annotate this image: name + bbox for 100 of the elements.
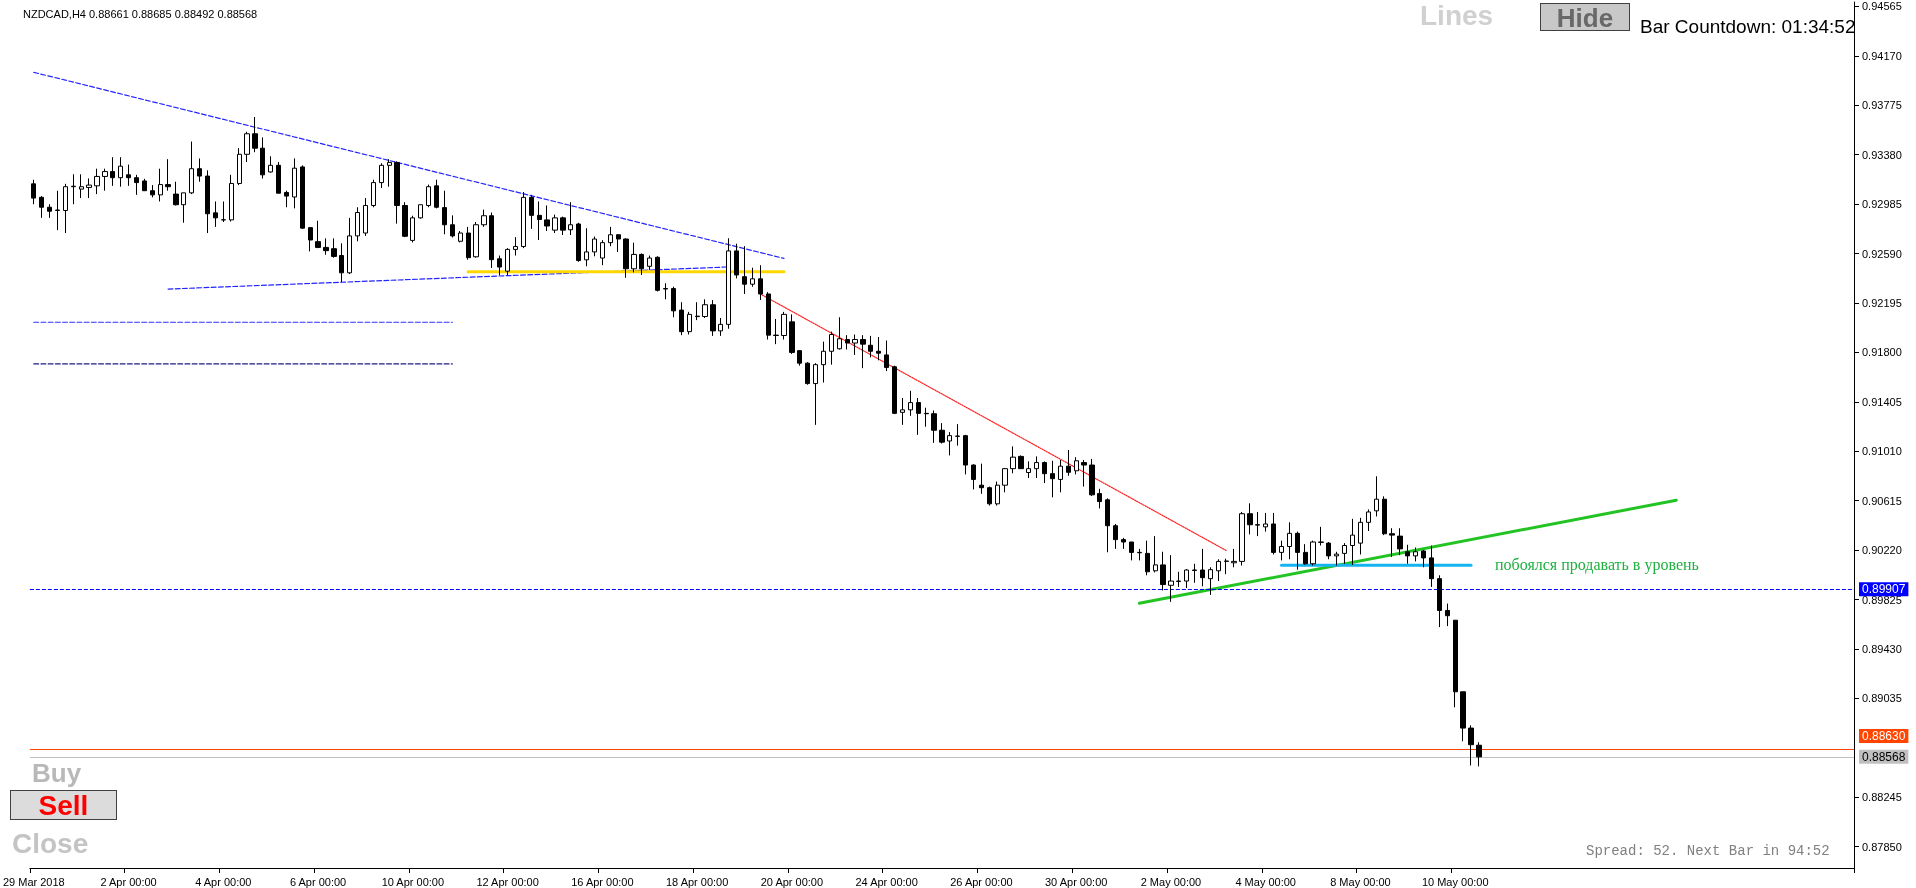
candlestick: [363, 197, 368, 237]
candlestick: [1326, 541, 1331, 560]
y-tick-label: 0.89035: [1862, 692, 1902, 705]
candlestick: [323, 237, 329, 256]
candlestick: [1342, 542, 1347, 565]
candlestick: [1310, 540, 1316, 567]
candlestick: [916, 397, 921, 436]
candlestick: [726, 237, 731, 330]
candlestick: [860, 334, 866, 369]
candlestick: [118, 156, 123, 188]
candlestick: [1129, 541, 1134, 561]
candlestick: [1066, 449, 1071, 477]
candlestick: [1437, 574, 1442, 628]
candlestick: [1089, 458, 1095, 497]
candlestick: [371, 179, 376, 208]
candlestick: [687, 311, 692, 336]
candlestick: [102, 168, 108, 192]
candlestick: [1334, 551, 1339, 567]
candlestick: [1231, 548, 1237, 568]
candlestick: [237, 147, 242, 186]
candlestick: [845, 334, 850, 351]
x-tick-label: 6 Apr 00:00: [289, 875, 347, 888]
candlestick: [466, 226, 471, 261]
candlestick: [1153, 535, 1158, 573]
candlestick: [971, 463, 976, 490]
ref-line-label: 0.89907: [1862, 582, 1906, 597]
candlestick: [458, 230, 463, 243]
candlestick: [679, 301, 684, 336]
candlestick: [1160, 551, 1166, 591]
candlestick: [173, 181, 179, 206]
candlestick: [552, 214, 558, 234]
candlestick: [947, 431, 952, 456]
candlestick: [1224, 558, 1229, 575]
candlestick: [813, 362, 818, 426]
candlestick: [1366, 508, 1371, 532]
candlestick: [513, 236, 518, 257]
hide-button: Hide: [1540, 3, 1630, 31]
candlestick: [1429, 545, 1434, 588]
candlestick: [150, 184, 155, 198]
candlestick: [537, 200, 542, 241]
candlestick: [766, 291, 771, 341]
candlestick: [308, 227, 313, 252]
candlestick: [718, 317, 723, 337]
candlestick: [1263, 512, 1268, 533]
candlestick: [821, 341, 826, 384]
candlestick: [1421, 549, 1426, 568]
candlestick: [300, 164, 305, 230]
candlestick: [1271, 512, 1276, 556]
candlestick: [521, 191, 526, 249]
candlestick: [1247, 502, 1253, 535]
candlestick: [1026, 460, 1031, 479]
candlestick: [1074, 456, 1079, 475]
candlestick: [213, 200, 218, 228]
candlestick: [244, 131, 250, 163]
y-tick-label: 0.90615: [1862, 494, 1902, 507]
candlestick: [568, 201, 573, 236]
candlestick: [584, 227, 589, 267]
candlestick: [402, 201, 408, 238]
candlestick: [623, 237, 629, 279]
candlestick: [31, 179, 36, 205]
candlestick: [995, 481, 1000, 507]
candlestick: [79, 173, 84, 199]
candlestick: [142, 178, 147, 192]
candlestick: [1255, 511, 1260, 537]
candlestick: [1034, 455, 1039, 479]
candlestick: [86, 177, 92, 199]
candlestick: [473, 221, 479, 259]
candlestick: [1453, 619, 1458, 708]
candlestick: [1287, 521, 1292, 560]
candlestick: [1002, 467, 1008, 493]
candlestick: [39, 195, 44, 219]
candlestick: [592, 236, 597, 257]
x-tick-label: 4 Apr 00:00: [195, 875, 252, 888]
candlestick: [671, 286, 676, 318]
y-tick-label: 0.92195: [1862, 296, 1902, 309]
candlestick: [1097, 488, 1102, 509]
candlestick: [292, 157, 297, 209]
candlestick: [418, 204, 423, 220]
candlestick: [884, 340, 889, 372]
x-tick-label: 16 Apr 00:00: [571, 875, 634, 888]
candlestick: [1113, 523, 1118, 550]
candlestick: [655, 255, 660, 292]
candlestick: [497, 255, 502, 276]
candlestick: [1358, 517, 1363, 556]
candlestick: [355, 206, 360, 242]
candlestick: [560, 216, 566, 236]
candlestick: [197, 157, 202, 183]
candlestick: [1460, 691, 1466, 742]
candlestick: [347, 217, 352, 275]
candlestick: [260, 136, 265, 179]
candlestick: [647, 255, 652, 271]
candlestick: [134, 174, 139, 196]
y-tick-label: 0.94565: [1862, 0, 1902, 13]
candlestick: [221, 200, 226, 223]
candlestick: [1303, 543, 1308, 566]
candlestick: [1374, 475, 1379, 517]
candlestick: [1318, 526, 1324, 546]
candlestick: [426, 184, 431, 208]
y-tick-label: 0.88245: [1862, 791, 1902, 804]
x-tick-label: 24 Apr 00:00: [855, 875, 918, 888]
